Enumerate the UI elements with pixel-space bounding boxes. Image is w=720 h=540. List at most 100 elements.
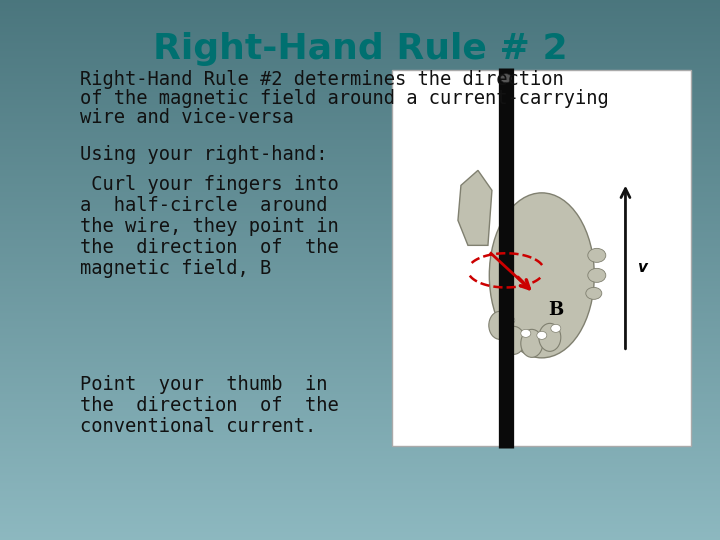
Bar xyxy=(0,454,720,456)
Bar xyxy=(0,397,720,400)
Bar xyxy=(0,197,720,200)
Ellipse shape xyxy=(490,193,594,358)
Bar xyxy=(0,535,720,537)
Bar xyxy=(0,508,720,510)
Bar xyxy=(0,286,720,289)
Bar xyxy=(0,329,720,332)
Bar xyxy=(0,302,720,305)
Bar xyxy=(0,435,720,437)
Bar xyxy=(0,194,720,197)
Bar xyxy=(0,332,720,335)
Bar xyxy=(0,486,720,489)
Text: of the magnetic field around a current-carrying: of the magnetic field around a current-c… xyxy=(80,89,608,108)
Bar xyxy=(0,446,720,448)
Bar xyxy=(0,316,720,319)
Bar xyxy=(0,14,720,16)
Bar xyxy=(0,143,720,146)
Bar xyxy=(0,305,720,308)
Bar xyxy=(0,524,720,526)
Text: magnetic field, B: magnetic field, B xyxy=(80,259,271,278)
Bar xyxy=(0,292,720,294)
Bar xyxy=(0,313,720,316)
Bar xyxy=(0,392,720,394)
Bar xyxy=(0,354,720,356)
Bar xyxy=(0,532,720,535)
Bar xyxy=(0,162,720,165)
Bar xyxy=(0,84,720,86)
Bar xyxy=(0,68,720,70)
Bar xyxy=(0,346,720,348)
Polygon shape xyxy=(458,170,492,245)
Bar xyxy=(0,456,720,459)
Bar xyxy=(0,16,720,19)
Bar xyxy=(0,248,720,251)
Bar xyxy=(0,103,720,105)
Bar xyxy=(0,394,720,397)
Bar xyxy=(0,11,720,14)
Text: Curl your fingers into: Curl your fingers into xyxy=(80,175,338,194)
Bar xyxy=(0,32,720,35)
Bar xyxy=(0,148,720,151)
Bar xyxy=(0,470,720,472)
Bar xyxy=(0,138,720,140)
Bar xyxy=(0,202,720,205)
Ellipse shape xyxy=(551,325,561,332)
Bar xyxy=(0,362,720,364)
Bar xyxy=(0,513,720,516)
Bar xyxy=(0,537,720,540)
Bar xyxy=(0,505,720,508)
Bar xyxy=(0,281,720,284)
Bar xyxy=(0,448,720,451)
Text: the  direction  of  the: the direction of the xyxy=(80,238,338,257)
Bar xyxy=(0,275,720,278)
Bar xyxy=(0,481,720,483)
Bar xyxy=(0,521,720,524)
Text: conventional current.: conventional current. xyxy=(80,417,316,436)
Bar xyxy=(0,259,720,262)
Bar xyxy=(0,119,720,122)
Bar xyxy=(0,140,720,143)
Text: wire and vice-versa: wire and vice-versa xyxy=(80,108,294,127)
Bar xyxy=(0,373,720,375)
Bar xyxy=(0,284,720,286)
Ellipse shape xyxy=(489,312,510,339)
Bar xyxy=(0,94,720,97)
Bar xyxy=(0,57,720,59)
Bar xyxy=(0,46,720,49)
Bar xyxy=(0,227,720,229)
Bar xyxy=(0,273,720,275)
Bar xyxy=(0,432,720,435)
Bar xyxy=(0,300,720,302)
Bar xyxy=(0,375,720,378)
Bar xyxy=(0,127,720,130)
Bar xyxy=(0,489,720,491)
Bar xyxy=(0,251,720,254)
Bar xyxy=(0,122,720,124)
Bar xyxy=(0,135,720,138)
Bar xyxy=(0,516,720,518)
Bar xyxy=(0,5,720,8)
Bar xyxy=(0,132,720,135)
Bar xyxy=(0,8,720,11)
Bar xyxy=(0,49,720,51)
Bar xyxy=(0,235,720,238)
Bar xyxy=(0,500,720,502)
Bar xyxy=(0,467,720,470)
Bar xyxy=(0,265,720,267)
Bar xyxy=(0,130,720,132)
Bar xyxy=(0,443,720,445)
Bar xyxy=(0,256,720,259)
Bar xyxy=(0,464,720,467)
Bar xyxy=(0,81,720,84)
Bar xyxy=(0,319,720,321)
Bar xyxy=(0,173,720,176)
Bar xyxy=(0,0,720,3)
Bar xyxy=(0,151,720,154)
Bar xyxy=(0,327,720,329)
Bar xyxy=(0,219,720,221)
Bar xyxy=(0,159,720,162)
Bar xyxy=(0,205,720,208)
Bar xyxy=(0,65,720,68)
Bar xyxy=(0,351,720,354)
Bar xyxy=(0,230,720,232)
